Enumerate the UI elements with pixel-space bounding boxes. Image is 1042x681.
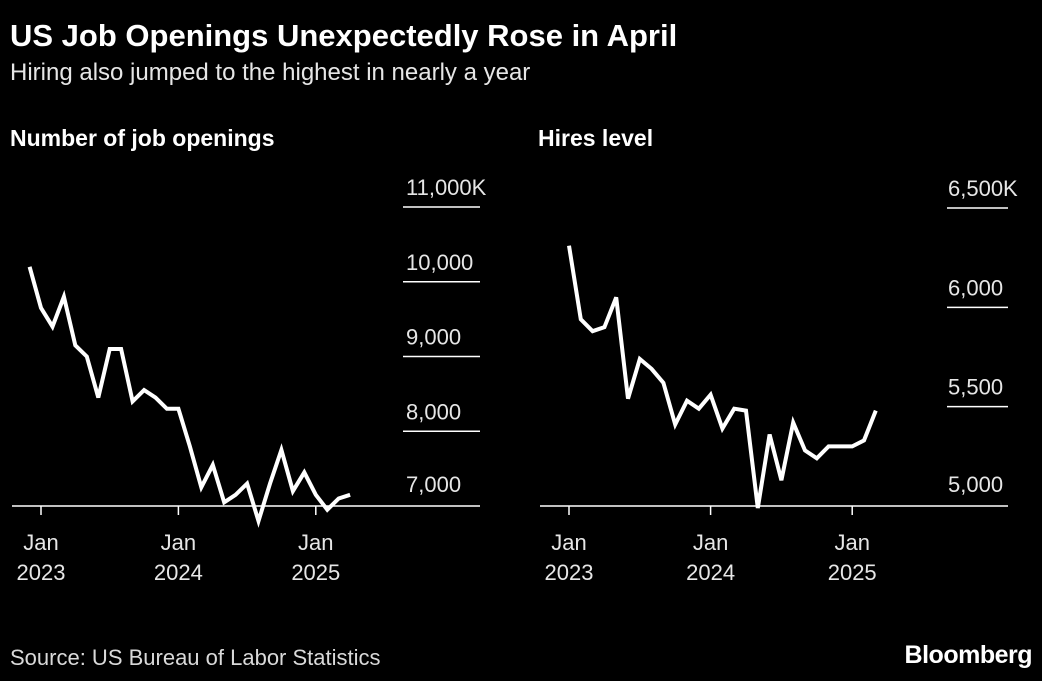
bloomberg-logo: Bloomberg bbox=[904, 641, 1033, 669]
y-tick-label: 6,500K bbox=[948, 176, 1018, 201]
y-tick-label: 6,000 bbox=[948, 275, 1003, 300]
x-tick-label-year: 2025 bbox=[291, 560, 340, 585]
y-tick-label: 5,500 bbox=[948, 375, 1003, 400]
y-tick-label: 9,000 bbox=[406, 325, 461, 350]
x-tick-label-month: Jan bbox=[834, 530, 869, 555]
source-note: Source: US Bureau of Labor Statistics bbox=[10, 645, 381, 670]
hires-chart: 6,500K 6,000 5,500 5,000 Jan 2023 Jan 2024 Jan 20… bbox=[540, 176, 1018, 585]
x-tick-label-year: 2023 bbox=[17, 560, 66, 585]
chart-subtitle: Hiring also jumped to the highest in nea… bbox=[10, 59, 531, 86]
series-line bbox=[567, 245, 878, 509]
y-tick-label: 10,000 bbox=[406, 250, 473, 275]
x-tick-label-month: Jan bbox=[693, 530, 728, 555]
y-tick-label: 8,000 bbox=[406, 399, 461, 424]
x-tick-label-month: Jan bbox=[551, 530, 586, 555]
x-tick-label-month: Jan bbox=[161, 530, 196, 555]
x-tick-label-year: 2023 bbox=[545, 560, 594, 585]
panel-title-hires: Hires level bbox=[538, 125, 653, 151]
y-tick-label: 7,000 bbox=[406, 472, 461, 497]
x-tick-label-year: 2024 bbox=[154, 560, 203, 585]
series-line bbox=[27, 266, 351, 528]
x-tick-label-year: 2024 bbox=[686, 560, 735, 585]
x-tick-label-month: Jan bbox=[23, 530, 58, 555]
openings-chart: 11,000K 10,000 9,000 8,000 7,000 Jan 2023 Jan 20… bbox=[12, 175, 487, 585]
chart-title: US Job Openings Unexpectedly Rose in Apr… bbox=[10, 18, 678, 53]
x-tick-label-year: 2025 bbox=[828, 560, 877, 585]
y-tick-label: 5,000 bbox=[948, 472, 1003, 497]
y-tick-label: 11,000K bbox=[406, 175, 487, 200]
panel-title-openings: Number of job openings bbox=[10, 125, 275, 151]
x-tick-label-month: Jan bbox=[298, 530, 333, 555]
